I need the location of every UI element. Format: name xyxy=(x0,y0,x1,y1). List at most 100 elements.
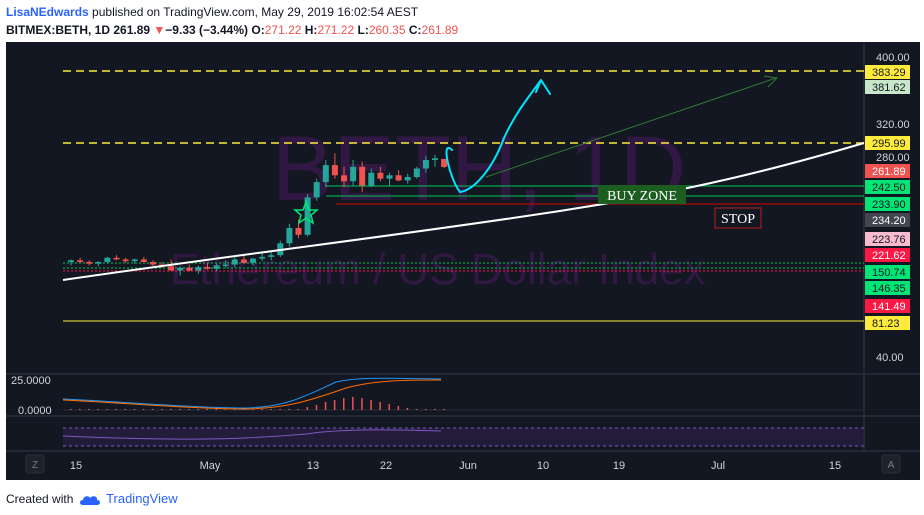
last-price: 261.89 xyxy=(113,23,151,37)
candle-body xyxy=(322,165,329,183)
candle xyxy=(213,263,220,272)
candle-body xyxy=(395,175,402,181)
price-badge[interactable] xyxy=(865,80,910,94)
stop-label-box[interactable] xyxy=(714,207,762,229)
tradingview-brand-link[interactable]: TradingView xyxy=(106,491,178,506)
oscillator-band xyxy=(63,428,864,446)
time-tick-label: 15 xyxy=(70,460,82,472)
price-badge-label: 81.23 xyxy=(872,318,900,330)
price-badge[interactable] xyxy=(865,213,910,227)
stop-label: STOP xyxy=(721,212,755,227)
histogram-bar xyxy=(170,409,172,410)
created-with-line: Created with TradingView xyxy=(6,491,178,506)
histogram-bar xyxy=(106,409,108,410)
histogram-bar xyxy=(242,409,245,410)
candle-body xyxy=(140,259,147,262)
buy-zone-label: BUY ZONE xyxy=(607,189,677,204)
time-tick-label: 22 xyxy=(380,460,392,472)
indicator-histogram xyxy=(70,397,445,410)
candle xyxy=(240,255,247,264)
price-badge-label: 381.62 xyxy=(872,82,906,94)
auto-scale-label: A xyxy=(888,460,895,471)
candle-body xyxy=(441,158,448,167)
histogram-bar xyxy=(115,409,117,410)
candle xyxy=(140,256,147,262)
histogram-bar xyxy=(133,409,136,410)
candle-body xyxy=(350,166,357,182)
candle xyxy=(231,256,238,268)
price-scale-label: 40.00 xyxy=(876,352,904,364)
zoom-reset-button[interactable] xyxy=(25,454,45,474)
price-badge[interactable] xyxy=(865,197,910,211)
price-badge-label: 295.99 xyxy=(872,138,906,150)
chart-container[interactable]: BETH, 1D Ethereum / US Dollar Index BUY … xyxy=(6,42,920,480)
candle-body xyxy=(313,182,320,198)
indicator-signal-line xyxy=(62,377,442,409)
indicator-macd-line xyxy=(62,379,442,410)
candle-body xyxy=(268,255,275,257)
candle xyxy=(377,166,384,182)
histogram-bar xyxy=(233,409,236,410)
candle xyxy=(149,260,156,267)
hand-drawn-projection[interactable] xyxy=(445,79,551,194)
price-badge[interactable] xyxy=(865,265,910,279)
candle xyxy=(322,160,329,188)
candle-body xyxy=(432,158,438,160)
ohlc-low: 260.35 xyxy=(368,23,406,37)
price-chart[interactable]: BETH, 1D Ethereum / US Dollar Index BUY … xyxy=(6,42,920,480)
candle-body xyxy=(186,267,193,271)
histogram-bar xyxy=(224,409,227,410)
oscillator-line xyxy=(62,429,442,440)
watermark-description: Ethereum / US Dollar Index xyxy=(170,245,706,294)
candle xyxy=(113,255,120,261)
buy-zone-label-bg[interactable] xyxy=(598,185,686,204)
candle-body xyxy=(259,256,266,259)
price-badge[interactable] xyxy=(865,180,910,194)
price-badge[interactable] xyxy=(865,316,910,330)
price-badge-label: 141.49 xyxy=(872,301,906,313)
symbol-name[interactable]: BITMEX:BETH, 1D xyxy=(6,23,111,37)
candle xyxy=(77,257,84,263)
projection-arrow-line[interactable] xyxy=(485,77,777,178)
chart-header: LisaNEdwards published on TradingView.co… xyxy=(0,0,924,42)
price-badge[interactable] xyxy=(865,281,910,295)
candle-body xyxy=(368,172,375,186)
ohlc-close-label: C: xyxy=(408,23,422,37)
price-badge[interactable] xyxy=(865,65,910,79)
candle xyxy=(404,173,411,184)
candle xyxy=(413,166,420,179)
histogram-bar xyxy=(397,406,400,410)
candle xyxy=(86,260,93,266)
star-icon xyxy=(292,199,320,225)
price-badge-label: 221.62 xyxy=(872,250,906,262)
candle-body xyxy=(168,266,175,271)
candle-body xyxy=(77,260,84,262)
price-badge-label: 233.90 xyxy=(872,199,906,211)
price-badge[interactable] xyxy=(865,232,910,246)
price-badge-label: 383.29 xyxy=(872,67,906,79)
price-scale-label: 320.00 xyxy=(876,119,910,131)
price-badge[interactable] xyxy=(865,164,910,178)
candle-body xyxy=(295,228,302,235)
candle-body xyxy=(422,160,429,169)
author-link[interactable]: LisaNEdwards xyxy=(6,5,89,19)
histogram-bar xyxy=(252,409,254,410)
price-badge[interactable] xyxy=(865,299,910,313)
candle-body xyxy=(213,265,220,269)
histogram-bar xyxy=(324,402,327,410)
ohlc-high-label: H: xyxy=(304,23,318,37)
candle xyxy=(286,223,293,247)
price-badge[interactable] xyxy=(865,248,910,262)
candle xyxy=(268,251,275,261)
trend-curve[interactable] xyxy=(62,142,865,281)
candle xyxy=(95,261,102,267)
time-tick-label: Jun xyxy=(459,460,477,472)
candle xyxy=(313,178,320,201)
histogram-bar xyxy=(188,409,190,410)
auto-scale-button[interactable] xyxy=(881,454,901,474)
price-badge[interactable] xyxy=(865,136,910,150)
candle-body xyxy=(149,262,156,265)
candle-body xyxy=(122,259,129,262)
candles-series[interactable] xyxy=(68,153,448,276)
histogram-bar xyxy=(279,409,281,410)
